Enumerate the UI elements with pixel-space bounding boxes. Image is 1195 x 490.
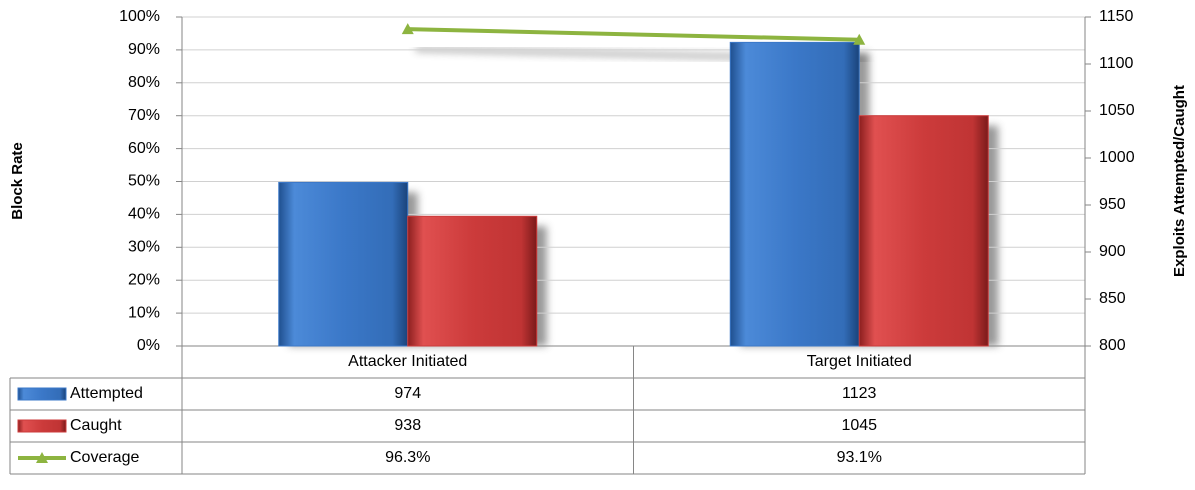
y2-tick-label: 950: [1099, 196, 1126, 213]
table-value: 93.1%: [837, 449, 882, 466]
y-tick-label: 80%: [128, 74, 160, 91]
table-value: 1045: [841, 417, 877, 434]
y2-tick-label: 1050: [1099, 102, 1135, 119]
legend-key: [17, 419, 67, 433]
table-value: 938: [394, 417, 421, 434]
y-axis-title: Block Rate: [9, 142, 26, 220]
bar: [729, 41, 860, 347]
y-tick-label: 20%: [128, 271, 160, 288]
bar: [407, 215, 538, 347]
line: [407, 27, 860, 42]
bar: [278, 181, 409, 347]
marker: [401, 23, 414, 35]
table-value: 96.3%: [385, 449, 430, 466]
y-tick-label: 40%: [128, 206, 160, 223]
y2-tick-label: 800: [1099, 337, 1126, 354]
y-tick-label: 0%: [137, 337, 160, 354]
y2-tick-label: 1000: [1099, 149, 1135, 166]
legend-label: Caught: [70, 417, 122, 434]
y-tick-label: 100%: [119, 8, 160, 25]
y-tick-label: 60%: [128, 140, 160, 157]
y2-axis-title: Exploits Attempted/Caught: [1171, 85, 1188, 277]
y-tick-label: 10%: [128, 304, 160, 321]
legend-key: [36, 452, 48, 463]
legend-label: Coverage: [70, 449, 139, 466]
table-value: 974: [394, 385, 421, 402]
y2-tick-label: 900: [1099, 243, 1126, 260]
y-tick-label: 90%: [128, 41, 160, 58]
x-tick-label: Attacker Initiated: [348, 353, 467, 370]
marker: [853, 33, 866, 45]
y2-tick-label: 1100: [1099, 55, 1134, 72]
y2-tick-label: 850: [1099, 290, 1126, 307]
y-tick-label: 30%: [128, 239, 160, 256]
y2-tick-label: 1150: [1099, 8, 1134, 25]
y-tick-label: 50%: [128, 173, 160, 190]
legend-key: [17, 387, 67, 401]
legend-label: Attempted: [70, 385, 143, 402]
table-value: 1123: [842, 385, 877, 402]
x-tick-label: Target Initiated: [807, 353, 912, 370]
bar: [858, 115, 989, 347]
y-tick-label: 70%: [128, 107, 160, 124]
